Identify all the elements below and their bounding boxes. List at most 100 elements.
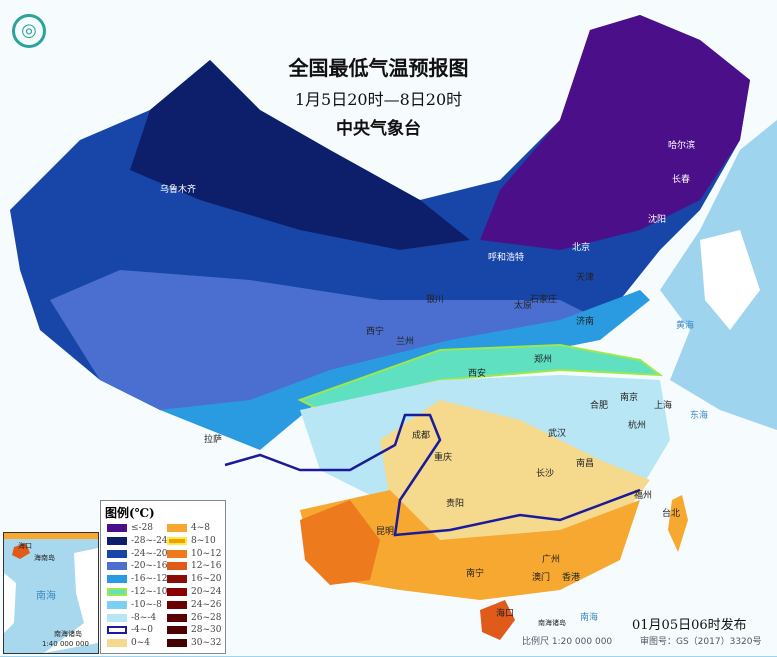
city-label: 济南 <box>576 317 595 327</box>
sea-label: 黄海 <box>676 321 695 331</box>
forecast-period: 1月5日20时—8日20时 <box>294 90 463 109</box>
legend-swatch <box>107 626 127 635</box>
legend-item: -12~-10 <box>107 587 168 597</box>
legend-title: 图例(℃) <box>105 506 155 520</box>
legend-item: -24~-20 <box>107 549 168 559</box>
legend-swatch <box>107 536 127 545</box>
city-label: 长春 <box>672 175 691 185</box>
legend-label: 8~10 <box>191 535 216 546</box>
legend-swatch <box>107 549 127 558</box>
legend: 图例(℃) ≤-28 -28~-24 -24~-20 -20~-16 -16~-12 -1… <box>100 500 226 654</box>
city-label: 西宁 <box>366 327 385 337</box>
legend-swatch <box>107 600 127 609</box>
legend-label: 20~24 <box>191 587 222 597</box>
legend-item: ≤-28 <box>107 523 153 533</box>
zone-0-4 <box>380 400 650 540</box>
legend-swatch <box>167 562 187 571</box>
legend-swatch <box>107 639 127 648</box>
legend-swatch <box>107 613 127 622</box>
city-label: 成都 <box>412 431 431 441</box>
city-label: 石家庄 <box>530 295 558 305</box>
legend-label: -16~-12 <box>131 574 168 585</box>
legend-label: -4~0 <box>131 625 154 636</box>
city-label: 重庆 <box>434 453 453 463</box>
legend-item: -16~-12 <box>107 574 168 584</box>
legend-swatch <box>107 524 127 532</box>
city-label: 兰州 <box>396 337 415 347</box>
legend-item: 8~10 <box>167 536 216 546</box>
legend-item: 12~16 <box>167 561 221 571</box>
sea-label: 南海 <box>580 613 599 623</box>
legend-item: 4~8 <box>167 523 210 533</box>
legend-label: 30~32 <box>191 638 222 649</box>
legend-swatch <box>167 613 187 622</box>
city-label: 哈尔滨 <box>668 141 696 151</box>
legend-item: -10~-8 <box>107 600 162 610</box>
legend-label: -12~-10 <box>131 587 168 597</box>
city-label: 太原 <box>514 301 533 311</box>
city-label: 杭州 <box>628 421 647 431</box>
city-label: 拉萨 <box>204 435 223 445</box>
city-label: 海口 <box>496 609 515 619</box>
cma-logo: ◎ <box>12 14 46 48</box>
legend-item: -20~-16 <box>107 561 168 571</box>
legend-swatch <box>107 588 127 596</box>
zone-28-24 <box>130 60 470 250</box>
legend-swatch <box>167 639 187 648</box>
city-label: 南宁 <box>466 569 485 579</box>
isotherm-0 <box>224 413 641 537</box>
inset-city: 海口 <box>18 542 32 550</box>
legend-item: 26~28 <box>167 613 221 623</box>
city-label: 广州 <box>542 555 561 565</box>
legend-label: 28~30 <box>191 625 222 636</box>
city-label: 西安 <box>468 369 487 379</box>
city-label: 贵阳 <box>446 499 465 509</box>
city-label: 南昌 <box>576 459 595 469</box>
legend-label: -20~-16 <box>131 561 168 572</box>
city-label: 天津 <box>576 273 595 283</box>
legend-item: -4~0 <box>107 625 153 635</box>
zone-4-12-south <box>300 490 640 600</box>
legend-label: -28~-24 <box>131 535 168 546</box>
korea-japan <box>700 230 760 330</box>
city-label: 澳门 <box>532 573 551 583</box>
legend-swatch <box>167 600 187 609</box>
legend-label: -24~-20 <box>131 548 168 559</box>
city-label: 银川 <box>426 295 445 305</box>
legend-label: 4~8 <box>191 523 210 533</box>
legend-swatch <box>167 588 187 596</box>
review-number: 审图号：GS（2017）3320号 <box>640 637 762 647</box>
city-label: 昆明 <box>376 527 395 537</box>
legend-label: 26~28 <box>191 612 222 623</box>
legend-swatch <box>107 562 127 571</box>
hainan <box>480 600 515 640</box>
legend-item: 16~20 <box>167 574 221 584</box>
map-scale: 比例尺 1:20 000 000 <box>522 637 613 647</box>
inset-sea: 南海 <box>36 591 56 602</box>
legend-label: ≤-28 <box>131 523 154 533</box>
legend-item: 24~26 <box>167 600 221 610</box>
legend-label: -8~-4 <box>131 612 157 623</box>
legend-swatch <box>107 575 127 584</box>
city-label: 长沙 <box>536 469 555 479</box>
zone-20-16 <box>50 270 600 430</box>
legend-item: -8~-4 <box>107 613 156 623</box>
city-label: 沈阳 <box>648 215 667 225</box>
city-label: 南京 <box>620 393 639 403</box>
city-label: 南海诸岛 <box>538 619 566 627</box>
legend-label: 24~26 <box>191 599 222 610</box>
legend-item: 10~12 <box>167 549 221 559</box>
zone-le-28 <box>480 15 750 250</box>
issued-time: 01月05日06时发布 <box>632 618 747 633</box>
city-label: 合肥 <box>590 401 609 411</box>
inset-title: 南海诸岛 <box>54 630 82 638</box>
legend-item: 30~32 <box>167 638 221 648</box>
sea-label: 东海 <box>690 411 709 421</box>
legend-label: -10~-8 <box>131 599 162 610</box>
taiwan <box>668 495 688 552</box>
city-label: 香港 <box>562 573 581 583</box>
legend-label: 16~20 <box>191 574 222 585</box>
legend-item: 28~30 <box>167 625 221 635</box>
city-label: 北京 <box>572 243 591 253</box>
